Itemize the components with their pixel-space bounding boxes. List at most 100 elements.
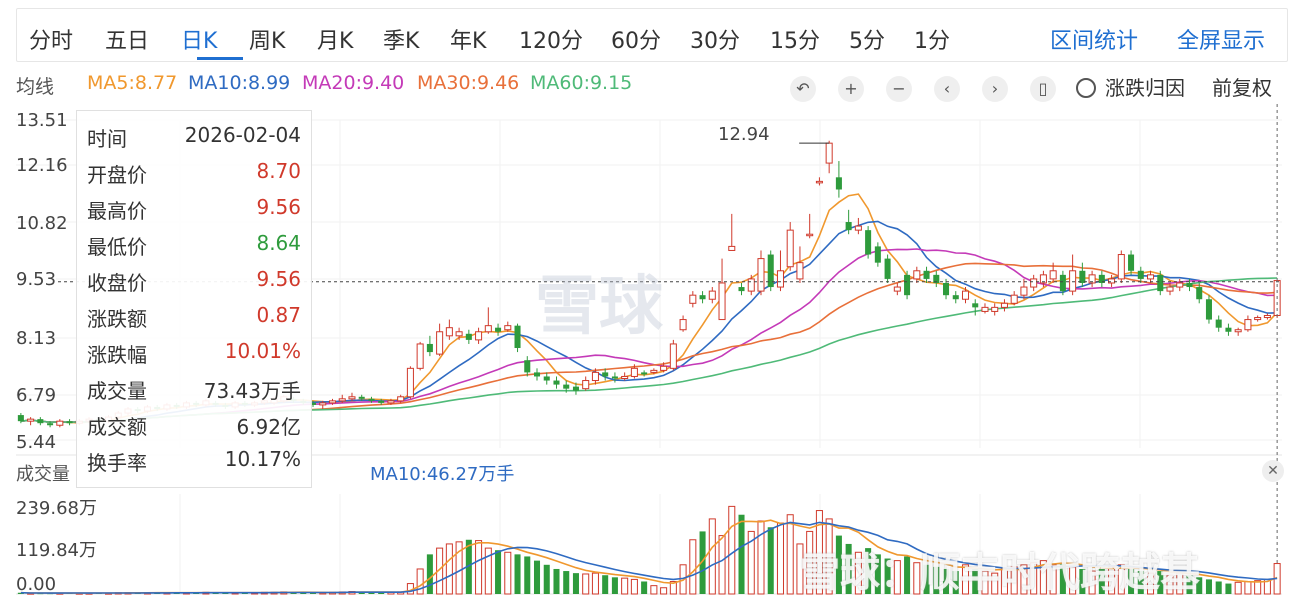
info-row-low: 最低价 8.64 xyxy=(87,231,301,259)
volume-ma10-line xyxy=(20,521,1278,594)
adjust-select[interactable]: 前复权 xyxy=(1212,76,1272,100)
candle-body xyxy=(1254,317,1262,321)
tab-15min[interactable]: 15分 xyxy=(770,29,820,54)
candle-body xyxy=(757,258,765,292)
volume-bar xyxy=(913,562,921,595)
candle-body xyxy=(358,396,365,399)
candle-body xyxy=(845,222,852,231)
ma60-legend: MA60:9.15 xyxy=(530,72,633,94)
volume-bar xyxy=(533,560,541,594)
tab-day-k[interactable]: 日K xyxy=(181,29,218,54)
volume-bar xyxy=(972,568,979,594)
tab-1min[interactable]: 1分 xyxy=(914,29,950,54)
chevron-left-icon[interactable]: ‹ xyxy=(934,76,960,102)
minus-icon[interactable]: − xyxy=(886,76,912,102)
volume-bar xyxy=(1254,580,1262,595)
candle-body xyxy=(514,325,521,349)
plus-icon[interactable]: + xyxy=(838,76,864,102)
attribution-radio[interactable] xyxy=(1076,78,1096,98)
volume-bar xyxy=(465,539,472,594)
candle-body xyxy=(17,415,24,422)
tab-5min[interactable]: 5分 xyxy=(849,29,885,54)
candle-body xyxy=(776,270,784,288)
volume-bar xyxy=(757,520,765,595)
candle-body xyxy=(591,371,599,382)
volume-bar xyxy=(514,554,521,594)
volume-bar xyxy=(1157,571,1164,594)
volume-bar xyxy=(602,575,609,594)
candle-body xyxy=(1196,287,1203,300)
candle-body xyxy=(874,246,881,263)
price-tick: 10.82 xyxy=(16,213,68,234)
candle-body xyxy=(436,331,444,355)
volume-bar xyxy=(669,580,677,595)
candle-body xyxy=(699,295,706,300)
tab-month-k[interactable]: 月K xyxy=(317,29,354,54)
volume-bar xyxy=(1147,572,1155,595)
candle-body xyxy=(796,262,804,280)
volume-bar xyxy=(825,518,833,595)
tab-week-k[interactable]: 周K xyxy=(249,29,286,54)
interval-stats-link[interactable]: 区间统计 xyxy=(1050,29,1139,54)
volume-bar xyxy=(416,568,424,595)
volume-bar xyxy=(504,551,512,595)
tab-60min[interactable]: 60分 xyxy=(611,29,661,54)
volume-bar xyxy=(689,539,697,595)
volume-bar xyxy=(310,592,317,594)
candle-body xyxy=(806,233,814,237)
volume-bar xyxy=(991,572,999,595)
candle-body xyxy=(650,369,658,373)
price-tick: 6.79 xyxy=(16,385,57,406)
volume-bar xyxy=(786,514,794,595)
volume-bar xyxy=(1020,564,1028,595)
undo-icon[interactable]: ↶ xyxy=(790,76,816,102)
candle-body xyxy=(27,418,35,422)
volume-bar xyxy=(1117,564,1125,595)
tab-year-k[interactable]: 年K xyxy=(450,29,487,54)
tab-five-day[interactable]: 五日 xyxy=(105,29,150,54)
close-icon[interactable]: ✕ xyxy=(1262,460,1284,482)
last-price-tick: 9.53 xyxy=(16,269,57,290)
candle-body xyxy=(328,400,337,404)
candle-body xyxy=(611,376,618,379)
candle-body xyxy=(1098,274,1105,283)
candle-body xyxy=(1128,254,1135,271)
ohlc-info-panel: 时间 2026-02-04 开盘价 8.70 最高价 9.56 最低价 8.64 收盘价… xyxy=(76,110,312,488)
tab-season-k[interactable]: 季K xyxy=(383,29,420,54)
fullscreen-link[interactable]: 全屏显示 xyxy=(1177,29,1266,54)
candle-body xyxy=(602,372,609,377)
volume-bar xyxy=(543,564,550,594)
volume-bar xyxy=(904,556,911,594)
candle-body xyxy=(563,384,570,389)
volume-bar xyxy=(854,551,862,595)
candle-body xyxy=(981,306,989,312)
chevron-right-icon[interactable]: › xyxy=(982,76,1008,102)
candle-body xyxy=(1039,274,1047,284)
volume-bar xyxy=(563,571,570,594)
candle-body xyxy=(1234,329,1242,333)
volume-bar xyxy=(1137,571,1144,594)
candle-body xyxy=(310,402,317,405)
volume-bar xyxy=(1079,568,1086,594)
candle-body xyxy=(484,325,492,333)
price-tick: 13.51 xyxy=(16,110,68,131)
candle-body xyxy=(1088,274,1096,284)
tab-30min[interactable]: 30分 xyxy=(690,29,740,54)
tab-120min[interactable]: 120分 xyxy=(519,29,583,54)
volume-bar xyxy=(1196,577,1203,594)
info-row-change-pct: 涨跌幅 10.01% xyxy=(87,339,301,367)
candle-body xyxy=(825,142,833,164)
volume-bar xyxy=(806,530,814,595)
volume-bar xyxy=(1088,570,1096,595)
ma-label: 均线 xyxy=(16,76,55,98)
candle-body xyxy=(319,402,327,406)
tab-fenshi[interactable]: 分时 xyxy=(29,29,74,54)
volume-bar xyxy=(1059,562,1066,594)
candle-body xyxy=(426,343,433,353)
candle-body xyxy=(1059,274,1066,292)
candle-body xyxy=(747,278,755,292)
candle-icon[interactable]: ▯ xyxy=(1030,76,1056,102)
info-row-high: 最高价 9.56 xyxy=(87,195,301,223)
candle-body xyxy=(972,303,979,308)
volume-bar xyxy=(484,547,492,595)
